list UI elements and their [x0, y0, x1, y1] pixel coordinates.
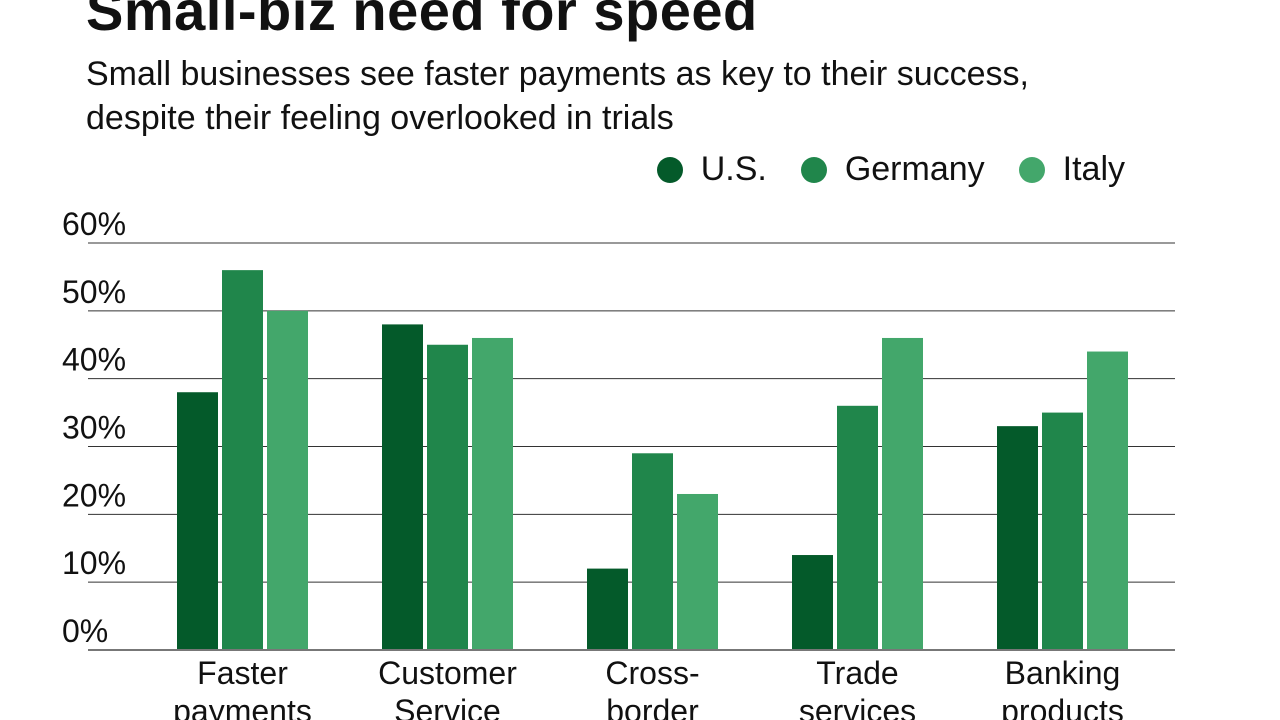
- legend-swatch-italy: [1018, 156, 1045, 183]
- x-category-label: Customer: [378, 655, 517, 691]
- legend-item-us: U.S.: [656, 150, 767, 189]
- bar: [1042, 412, 1083, 650]
- y-tick-label: 20%: [62, 477, 126, 513]
- legend-swatch-us: [656, 156, 683, 183]
- y-tick-label: 50%: [62, 274, 126, 310]
- y-tick-label: 60%: [62, 206, 126, 242]
- bar: [997, 426, 1038, 650]
- y-tick-label: 40%: [62, 342, 126, 378]
- x-category-label: services: [799, 693, 916, 720]
- x-category-label: Service: [394, 693, 501, 720]
- legend-item-italy: Italy: [1018, 150, 1125, 189]
- legend-label-italy: Italy: [1062, 150, 1125, 188]
- x-category-label: Trade: [816, 655, 898, 691]
- x-category-label: Faster: [197, 655, 288, 691]
- legend-item-germany: Germany: [800, 150, 985, 189]
- x-category-label: products: [1001, 693, 1124, 720]
- bar: [222, 270, 263, 650]
- bar: [632, 453, 673, 650]
- x-category-label: payments: [173, 693, 312, 720]
- bar: [382, 324, 423, 650]
- legend-label-us: U.S.: [700, 150, 767, 188]
- legend-swatch-germany: [800, 156, 827, 183]
- bar: [792, 555, 833, 650]
- bar: [472, 337, 513, 650]
- x-category-label: border: [606, 693, 699, 720]
- bar: [677, 493, 718, 650]
- x-category-label: Cross-: [605, 655, 699, 691]
- y-tick-label: 10%: [62, 545, 126, 581]
- legend: U.S. Germany Italy: [656, 150, 1125, 189]
- legend-label-germany: Germany: [844, 150, 985, 188]
- bar: [837, 405, 878, 650]
- bar: [587, 568, 628, 650]
- chart-title: Small-biz need for speed: [86, 0, 758, 42]
- bar: [1087, 351, 1128, 650]
- chart-subtitle: Small businesses see faster payments as …: [86, 55, 1029, 137]
- bar: [267, 310, 308, 650]
- x-category-label: Banking: [1005, 655, 1121, 691]
- bar: [427, 344, 468, 650]
- bar: [177, 392, 218, 650]
- bar: [882, 337, 923, 650]
- y-tick-label: 30%: [62, 410, 126, 446]
- y-tick-label: 0%: [62, 613, 108, 649]
